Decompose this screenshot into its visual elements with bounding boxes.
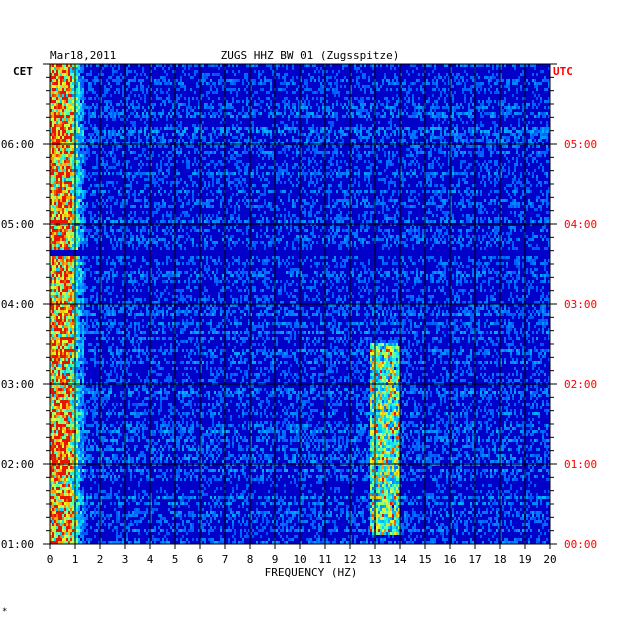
x-tick-label: 16 xyxy=(443,553,456,566)
x-axis-ticks: 0 1 2 3 4 5 6 7 8 9 10 11 12 13 14 15 16 17 18 19 20 xyxy=(47,544,557,566)
x-tick-label: 13 xyxy=(368,553,381,566)
y-tick-label-left: 04:00 xyxy=(1,298,34,311)
y-tick-label-left: 06:00 xyxy=(1,138,34,151)
x-tick-label: 5 xyxy=(172,553,179,566)
x-tick-label: 7 xyxy=(222,553,229,566)
x-tick-label: 3 xyxy=(122,553,129,566)
y-tick-label-right: 03:00 xyxy=(564,298,597,311)
y-tick-label-right: 02:00 xyxy=(564,378,597,391)
x-tick-label: 4 xyxy=(147,553,154,566)
y-tick-label-left: 05:00 xyxy=(1,218,34,231)
x-tick-label: 1 xyxy=(72,553,79,566)
y-tick-label-right: 04:00 xyxy=(564,218,597,231)
y-tick-label-left: 03:00 xyxy=(1,378,34,391)
x-tick-label: 11 xyxy=(318,553,331,566)
x-tick-label: 20 xyxy=(543,553,556,566)
x-tick-label: 15 xyxy=(418,553,431,566)
x-tick-label: 18 xyxy=(493,553,506,566)
left-timezone-label: CET xyxy=(13,65,33,78)
right-timezone-label: UTC xyxy=(553,65,573,78)
grid-lines xyxy=(50,64,550,544)
chart-title: ZUGS HHZ BW 01 (Zugsspitze) xyxy=(221,49,400,62)
x-tick-label: 19 xyxy=(518,553,531,566)
x-tick-label: 8 xyxy=(247,553,254,566)
y-tick-label-left: 01:00 xyxy=(1,538,34,551)
x-axis-label: FREQUENCY (HZ) xyxy=(265,566,358,579)
date-label: Mar18,2011 xyxy=(50,49,116,62)
x-tick-label: 6 xyxy=(197,553,204,566)
y-tick-label-left: 02:00 xyxy=(1,458,34,471)
y-axis-left: 06:00 05:00 04:00 03:00 02:00 01:00 xyxy=(1,63,50,551)
y-tick-label-right: 00:00 xyxy=(564,538,597,551)
y-tick-label-right: 05:00 xyxy=(564,138,597,151)
footer-mark: * xyxy=(2,607,7,617)
x-tick-label: 17 xyxy=(468,553,481,566)
x-tick-label: 10 xyxy=(293,553,306,566)
x-tick-label: 12 xyxy=(343,553,356,566)
y-tick-label-right: 01:00 xyxy=(564,458,597,471)
y-axis-right: 05:00 04:00 03:00 02:00 01:00 00:00 xyxy=(550,63,597,551)
x-tick-label: 9 xyxy=(272,553,279,566)
x-tick-label: 14 xyxy=(393,553,407,566)
x-tick-label: 0 xyxy=(47,553,54,566)
x-tick-label: 2 xyxy=(97,553,104,566)
